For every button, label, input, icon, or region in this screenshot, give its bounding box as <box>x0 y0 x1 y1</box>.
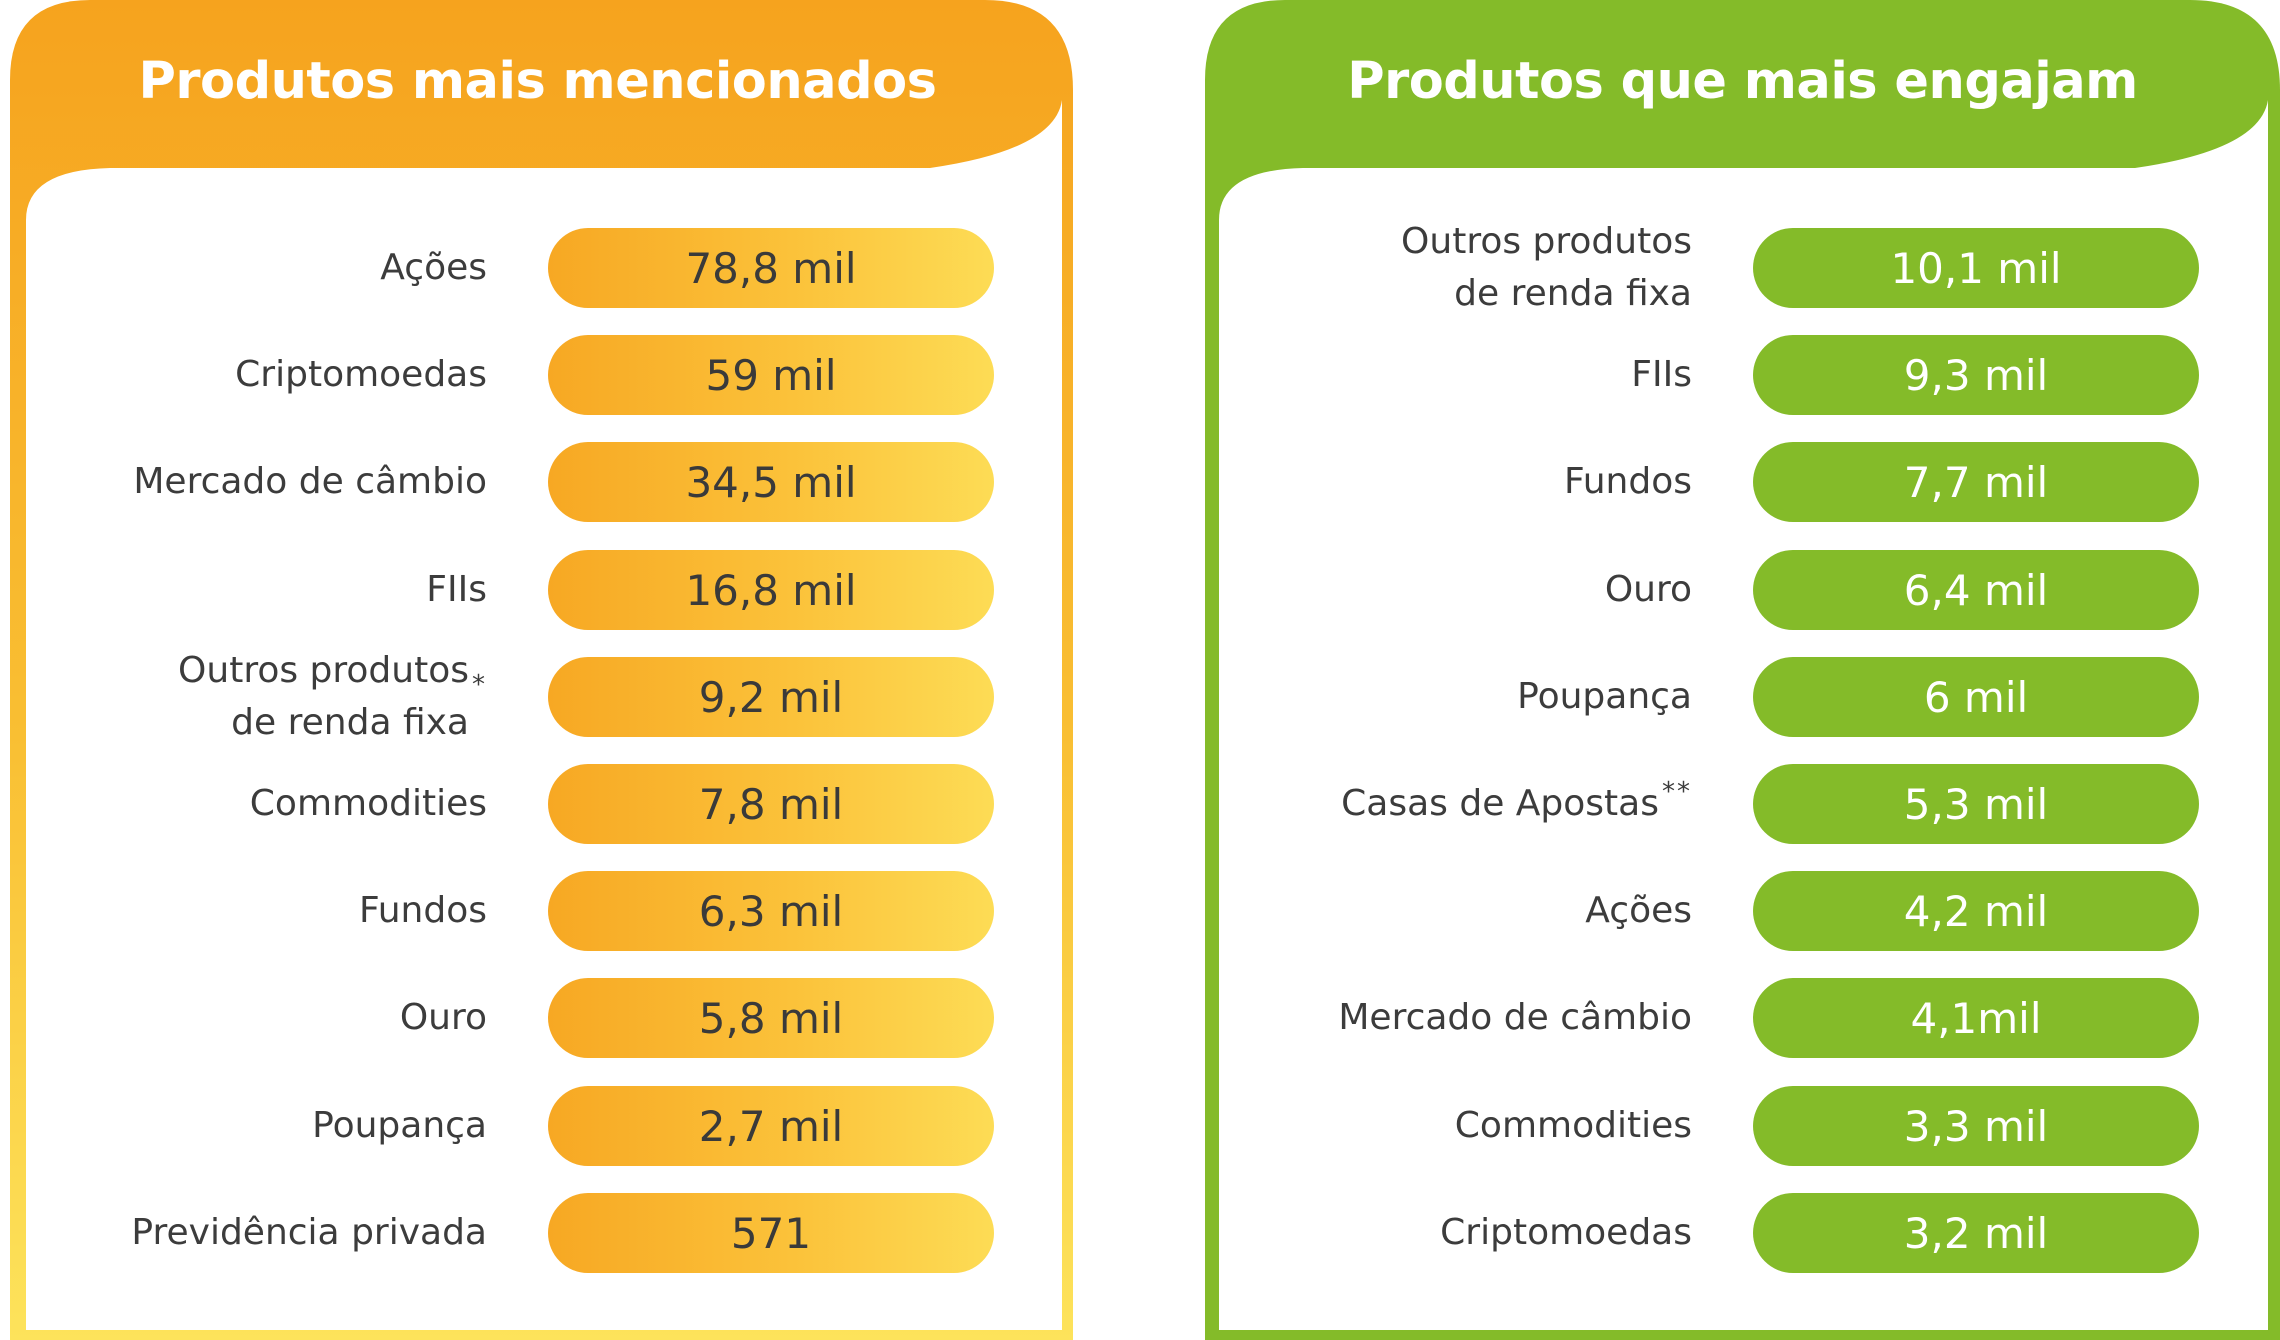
product-name: Criptomoedas <box>1440 1212 1692 1253</box>
product-row: Casas de Apostas ** 5,3 mil <box>1205 764 2280 844</box>
value-pill: 9,3 mil <box>1753 335 2199 415</box>
product-name: Mercado de câmbio <box>1338 997 1692 1038</box>
product-label: Criptomoedas <box>0 335 487 415</box>
value-pill: 7,7 mil <box>1753 442 2199 522</box>
product-name: Outros produtos de renda fixa <box>1401 221 1692 314</box>
product-label: Ouro <box>1172 550 1692 630</box>
product-row: Mercado de câmbio 4,1mil <box>1205 978 2280 1058</box>
product-name: Ações <box>380 247 487 288</box>
product-label: Mercado de câmbio <box>1172 978 1692 1058</box>
panel-most-mentioned: Produtos mais mencionados Ações 78,8 mil C… <box>0 0 1075 1340</box>
product-label: Criptomoedas <box>1172 1193 1692 1273</box>
product-name: Poupança <box>1517 676 1692 717</box>
product-label: Casas de Apostas ** <box>1172 764 1692 844</box>
product-name: Ouro <box>1604 569 1692 610</box>
value-pill: 7,8 mil <box>548 764 994 844</box>
value-pill: 78,8 mil <box>548 228 994 308</box>
product-row: Fundos 6,3 mil <box>0 871 1075 951</box>
product-row: Ouro 5,8 mil <box>0 978 1075 1058</box>
value-pill: 4,1mil <box>1753 978 2199 1058</box>
product-name: Fundos <box>1563 461 1692 502</box>
product-label: Outros produtos de renda fixa <box>1172 221 1692 314</box>
product-row: Outros produtos de renda fixa 10,1 mil <box>1205 221 2280 314</box>
product-name: Criptomoedas <box>235 354 487 395</box>
footnote-marker: ** <box>1662 777 1692 807</box>
product-label: Fundos <box>0 871 487 951</box>
product-row: FIIs 16,8 mil <box>0 550 1075 630</box>
product-name: FIIs <box>1631 354 1692 395</box>
product-row: Poupança 2,7 mil <box>0 1086 1075 1166</box>
value-pill: 3,3 mil <box>1753 1086 2199 1166</box>
product-row: Outros produtos de renda fixa * 9,2 mil <box>0 650 1075 743</box>
product-name: FIIs <box>426 569 487 610</box>
value-pill: 4,2 mil <box>1753 871 2199 951</box>
value-pill: 6,4 mil <box>1753 550 2199 630</box>
product-label: Commodities <box>0 764 487 844</box>
value-pill: 571 <box>548 1193 994 1273</box>
product-name: Previdência privada <box>131 1212 487 1253</box>
product-row: Commodities 3,3 mil <box>1205 1086 2280 1166</box>
product-label: FIIs <box>0 550 487 630</box>
value-pill: 6,3 mil <box>548 871 994 951</box>
product-row: Criptomoedas 3,2 mil <box>1205 1193 2280 1273</box>
product-label: Previdência privada <box>0 1193 487 1273</box>
product-row: Ações 78,8 mil <box>0 228 1075 308</box>
value-pill: 9,2 mil <box>548 657 994 737</box>
product-row: Fundos 7,7 mil <box>1205 442 2280 522</box>
product-name: Commodities <box>1454 1105 1692 1146</box>
product-row: Mercado de câmbio 34,5 mil <box>0 442 1075 522</box>
product-row: FIIs 9,3 mil <box>1205 335 2280 415</box>
value-pill: 34,5 mil <box>548 442 994 522</box>
product-row: Criptomoedas 59 mil <box>0 335 1075 415</box>
product-name: Mercado de câmbio <box>133 461 487 502</box>
product-name: Ações <box>1585 890 1692 931</box>
product-name: Commodities <box>249 783 487 824</box>
product-label: Poupança <box>0 1086 487 1166</box>
product-name: Ouro <box>399 997 487 1038</box>
product-label: Ações <box>1172 871 1692 951</box>
product-label: Fundos <box>1172 442 1692 522</box>
product-label: Mercado de câmbio <box>0 442 487 522</box>
value-pill: 5,8 mil <box>548 978 994 1058</box>
product-label: FIIs <box>1172 335 1692 415</box>
panel-title: Produtos que mais engajam <box>1347 52 2138 111</box>
product-label: Ouro <box>0 978 487 1058</box>
product-label: Commodities <box>1172 1086 1692 1166</box>
value-pill: 6 mil <box>1753 657 2199 737</box>
value-pill: 2,7 mil <box>548 1086 994 1166</box>
product-row: Ações 4,2 mil <box>1205 871 2280 951</box>
value-pill: 10,1 mil <box>1753 228 2199 308</box>
product-name: Casas de Apostas <box>1341 783 1659 824</box>
product-row: Ouro 6,4 mil <box>1205 550 2280 630</box>
product-row: Previdência privada 571 <box>0 1193 1075 1273</box>
value-pill: 16,8 mil <box>548 550 994 630</box>
product-row: Poupança 6 mil <box>1205 657 2280 737</box>
panel-title: Produtos mais mencionados <box>138 52 937 111</box>
value-pill: 59 mil <box>548 335 994 415</box>
product-label: Ações <box>0 228 487 308</box>
product-label: Outros produtos de renda fixa * <box>0 650 487 743</box>
value-pill: 5,3 mil <box>1753 764 2199 844</box>
product-name: Poupança <box>312 1105 487 1146</box>
product-label: Poupança <box>1172 657 1692 737</box>
value-pill: 3,2 mil <box>1753 1193 2199 1273</box>
panel-most-engaging: Produtos que mais engajam Outros produto… <box>1205 0 2280 1340</box>
product-name: Outros produtos de renda fixa <box>178 650 469 743</box>
product-name: Fundos <box>358 890 487 931</box>
product-row: Commodities 7,8 mil <box>0 764 1075 844</box>
footnote-marker: * <box>472 670 487 700</box>
